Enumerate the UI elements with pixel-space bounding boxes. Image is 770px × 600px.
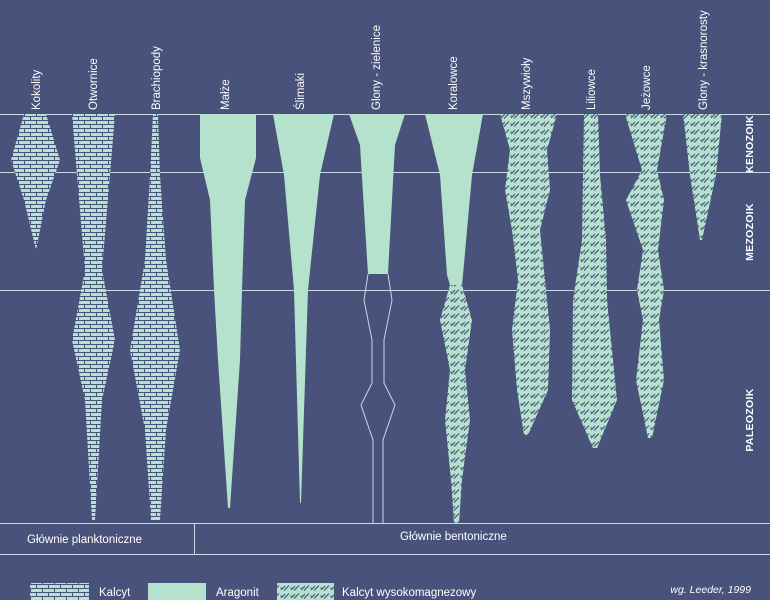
era-label-paleozoik: PALEOZOIK <box>744 388 756 451</box>
range-zielenice <box>349 114 405 274</box>
range-shapes <box>11 114 722 523</box>
range-brachiopody <box>130 114 180 520</box>
taxon-label-brachiopody: Brachiopody <box>151 46 163 110</box>
range-jezowce <box>625 114 667 438</box>
group-label-planktoniczne: Głównie planktoniczne <box>27 534 142 546</box>
taxon-label-koralowce: Koralowce <box>448 56 460 110</box>
legend-label-aragonit: Aragonit <box>216 587 260 599</box>
taxon-labels: Kokolity Otwornice Brachiopody Małże Śli… <box>31 10 710 110</box>
era-label-kenozoik: KENOZOIK <box>744 115 756 173</box>
taxon-label-kokolity: Kokolity <box>31 69 43 110</box>
era-label-mezozoik: MEZOZOIK <box>744 203 756 261</box>
era-labels: KENOZOIK MEZOZOIK PALEOZOIK <box>744 115 756 452</box>
range-zielenice-outline-right <box>382 273 396 523</box>
taxon-label-slimaki: Ślimaki <box>294 73 307 110</box>
legend-swatch-kalcyt <box>30 583 89 600</box>
source-credit: wg. Leeder, 1999 <box>670 584 751 596</box>
legend-label-kalcyt: Kalcyt <box>99 587 131 599</box>
range-zielenice-outline <box>360 273 374 523</box>
taxon-label-krasnorosty: Glony - krasnorosty <box>698 10 710 110</box>
legend-swatch-kalcyt-wysokomagnezowy <box>277 583 334 600</box>
taxon-label-mszywioly: Mszywioły <box>521 57 533 110</box>
range-koralowce-kalcyt <box>440 285 472 523</box>
range-liliowce <box>572 114 617 448</box>
range-malze <box>200 114 256 508</box>
legend: Kalcyt Aragonit Kalcyt wysokomagnezowy <box>30 583 476 600</box>
legend-swatch-aragonit <box>148 583 206 600</box>
taxon-label-zielenice: Glony - zielenice <box>371 25 383 110</box>
taxon-label-malze: Małże <box>220 79 232 110</box>
taxon-label-liliowce: Liliowce <box>586 69 598 110</box>
taxon-label-jezowce: Jeżowce <box>641 65 653 110</box>
range-koralowce-aragonit <box>425 114 483 285</box>
range-kokolity <box>11 114 60 250</box>
group-label-bentoniczne: Głównie bentoniczne <box>400 531 507 543</box>
range-otwornice <box>72 114 115 520</box>
taxon-label-otwornice: Otwornice <box>88 58 100 110</box>
range-krasnorosty <box>683 114 722 240</box>
range-mszywioly <box>500 114 557 435</box>
range-slimaki <box>273 114 334 503</box>
legend-label-kalcyt-wysokomagnezowy: Kalcyt wysokomagnezowy <box>342 587 476 599</box>
